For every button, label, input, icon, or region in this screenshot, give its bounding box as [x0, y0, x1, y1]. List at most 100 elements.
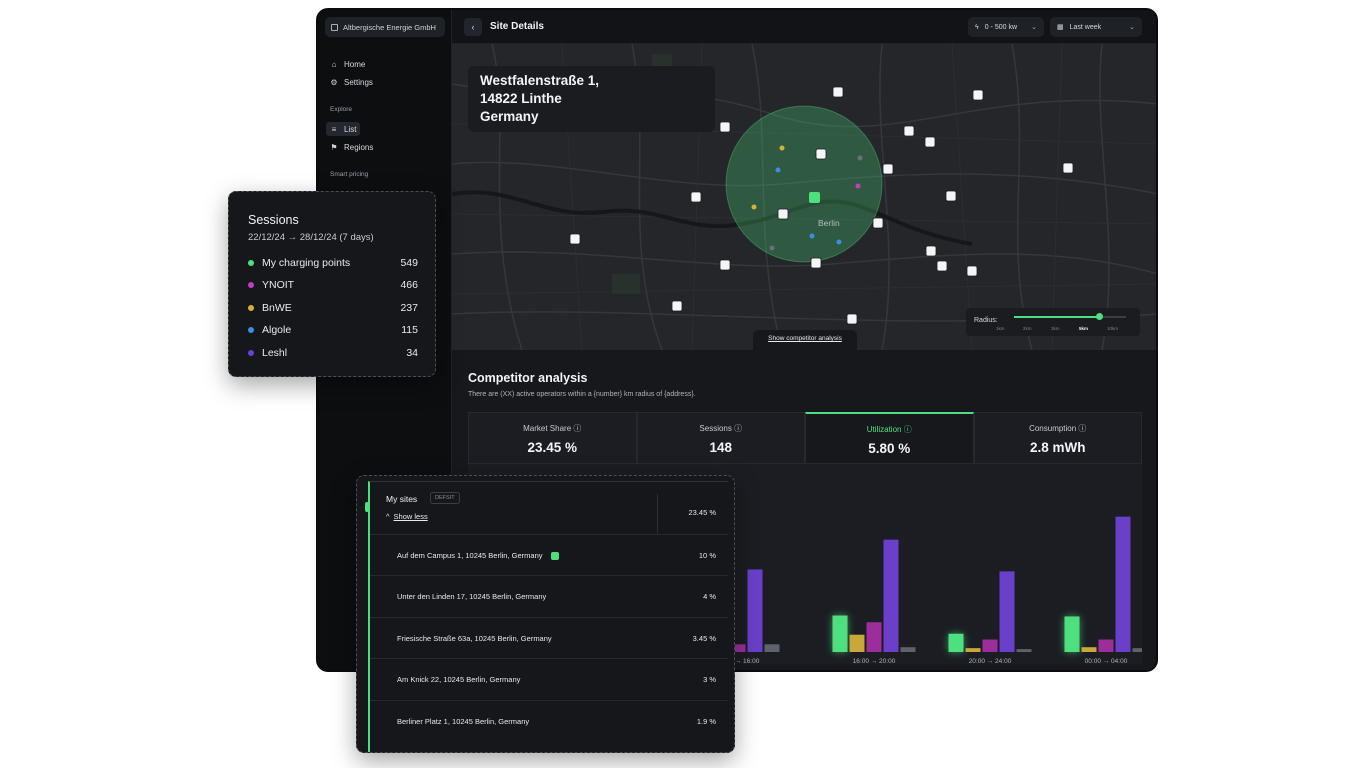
date-filter-dropdown[interactable]: ▦ Last week ⌄	[1050, 17, 1142, 37]
radius-fill	[1014, 316, 1099, 318]
sessions-row-my-charging-points: My charging points 549	[248, 256, 418, 270]
sessions-row-label: BnWE	[262, 302, 292, 314]
radius-option-3km[interactable]: 3km	[1051, 326, 1060, 331]
site-name-wrap: Am Knick 22, 10245 Berlin, Germany	[397, 675, 520, 684]
sidebar-item-regions[interactable]: ⚑ Regions	[326, 140, 377, 154]
site-row[interactable]: Friesische Straße 63a, 10245 Berlin, Ger…	[370, 617, 728, 658]
site-share: 1.9 %	[696, 717, 716, 726]
radius-slider[interactable]	[1014, 313, 1126, 320]
site-name: Auf dem Campus 1, 10245 Berlin, Germany	[397, 551, 543, 560]
site-share: 10 %	[698, 551, 716, 560]
radius-option-2km[interactable]: 2km	[1023, 326, 1032, 331]
radius-control: Radius: 1km 2km 3km 5km 10km	[966, 308, 1140, 336]
my-sites-table: My sites DEFSIT ^ Show less 23.45 % Auf d…	[368, 481, 728, 752]
my-site-marker-icon	[550, 551, 559, 560]
calendar-icon: ▦	[1057, 24, 1064, 31]
show-less-label: Show less	[393, 512, 428, 521]
site-row[interactable]: Berliner Platz 1, 10245 Berlin, Germany …	[370, 700, 728, 741]
sidebar-item-settings[interactable]: ⚙ Settings	[326, 75, 377, 89]
page-title: Site Details	[490, 21, 544, 32]
bolt-icon: ϟ	[975, 23, 979, 31]
site-name: Berliner Platz 1, 10245 Berlin, Germany	[397, 717, 530, 726]
org-switcher[interactable]: Altbergische Energie GmbH	[325, 17, 445, 37]
sidebar-item-label: Settings	[344, 77, 373, 87]
show-competitor-analysis-button[interactable]: Show competitor analysis	[753, 330, 857, 350]
list-icon: ≡	[331, 124, 337, 134]
radius-option-1km[interactable]: 1km	[996, 326, 1005, 331]
site-name: Unter den Linden 17, 10245 Berlin, Germa…	[397, 592, 547, 601]
show-less-toggle[interactable]: ^ Show less	[386, 512, 428, 521]
site-share: 3 %	[703, 675, 716, 684]
org-name: Altbergische Energie GmbH	[343, 22, 436, 32]
sessions-row-algole: Algole 115	[248, 323, 418, 337]
chart-bar	[730, 644, 746, 652]
chart-category-label: 00:00 → 04:00	[1085, 658, 1128, 664]
chart-bar	[982, 639, 998, 652]
sessions-row-value: 34	[406, 347, 418, 359]
address-card: Westfalenstraße 1, 14822 Linthe Germany	[468, 66, 715, 132]
sessions-row-value: 237	[400, 302, 418, 314]
legend-dot	[248, 350, 254, 356]
competitor-analysis-subtitle: There are (XX) active operators within a…	[468, 391, 696, 398]
chart-bar	[866, 622, 882, 652]
site-row[interactable]: Auf dem Campus 1, 10245 Berlin, Germany …	[370, 534, 728, 575]
sessions-row-label: My charging points	[262, 257, 351, 269]
sidebar-item-label: Home	[344, 59, 366, 69]
metric-tab-utilization[interactable]: Utilization ⓘ 5.80 %	[805, 412, 974, 464]
explore-section-label: Explore	[330, 106, 353, 113]
chart-bar	[965, 648, 981, 652]
chart-bar	[1132, 648, 1142, 652]
sidebar-item-home[interactable]: ⌂ Home	[326, 57, 369, 71]
radius-option-5km[interactable]: 5km	[1079, 326, 1089, 331]
sessions-row-bnwe: BnWE 237	[248, 301, 418, 315]
site-name-wrap: Berliner Platz 1, 10245 Berlin, Germany	[397, 717, 529, 726]
metric-value: 23.45 %	[527, 440, 578, 455]
radius-option-10km[interactable]: 10km	[1107, 326, 1119, 331]
building-icon	[331, 23, 338, 31]
chart-bar	[832, 615, 848, 652]
chart-category-label: 16:00 → 20:00	[853, 658, 896, 664]
radius-slider-handle[interactable]	[1096, 313, 1103, 320]
site-name: Friesische Straße 63a, 10245 Berlin, Ger…	[397, 634, 552, 643]
sessions-row-label: YNOIT	[262, 279, 295, 291]
sessions-row-leshl: Leshl 34	[248, 346, 418, 360]
sidebar-item-list[interactable]: ≡ List	[326, 122, 361, 136]
site-name-wrap: Auf dem Campus 1, 10245 Berlin, Germany	[397, 551, 559, 560]
sessions-row-label: Leshl	[262, 347, 288, 359]
chart-bar	[1064, 616, 1080, 652]
my-site-marker	[809, 192, 820, 203]
legend-dot	[248, 260, 254, 266]
sessions-row-value: 466	[400, 279, 418, 291]
metric-tab-market-share[interactable]: Market Share ⓘ 23.45 %	[468, 412, 637, 464]
app-window: Altbergische Energie GmbH ⌂ Home ⚙ Setti…	[316, 8, 1158, 672]
chart-bar	[999, 571, 1015, 652]
metric-label: Consumption ⓘ	[1029, 424, 1087, 433]
map-city-label: Berlin	[818, 218, 840, 228]
metric-tabs: Market Share ⓘ 23.45 % Sessions ⓘ 148 Ut…	[468, 412, 1142, 464]
sidebar-item-label: List	[344, 124, 357, 134]
metric-tab-consumption[interactable]: Consumption ⓘ 2.8 mWh	[973, 412, 1142, 464]
chart-bar	[1016, 649, 1032, 652]
sites-accent-bar	[365, 502, 369, 512]
map[interactable]: Berlin Westfalenstraße 1, 14822 Linthe G…	[452, 44, 1156, 350]
radius-label: Radius:	[974, 317, 998, 324]
chevron-down-icon: ⌄	[1031, 24, 1037, 31]
site-row[interactable]: Am Knick 22, 10245 Berlin, Germany 3 %	[370, 658, 728, 699]
column-divider	[657, 494, 658, 534]
legend-dot	[248, 282, 254, 288]
site-row[interactable]: Unter den Linden 17, 10245 Berlin, Germa…	[370, 575, 728, 616]
my-sites-total: 23.45 %	[688, 508, 716, 517]
chart-bar	[1098, 639, 1114, 652]
metric-value: 2.8 mWh	[1029, 440, 1086, 455]
my-sites-badge: DEFSIT	[430, 492, 460, 504]
back-button[interactable]: ‹	[464, 18, 482, 36]
power-filter-dropdown[interactable]: ϟ 0 - 500 kw ⌄	[968, 17, 1044, 37]
address-line-2: 14822 Linthe	[480, 91, 562, 106]
sidebar-item-label: Regions	[344, 142, 374, 152]
metric-tab-sessions[interactable]: Sessions ⓘ 148	[636, 412, 805, 464]
chevron-left-icon: ‹	[471, 22, 475, 32]
chart-category-label: 12:00 → 16:00	[717, 658, 760, 664]
site-name-wrap: Unter den Linden 17, 10245 Berlin, Germa…	[397, 592, 546, 601]
site-share: 3.45 %	[692, 634, 716, 643]
